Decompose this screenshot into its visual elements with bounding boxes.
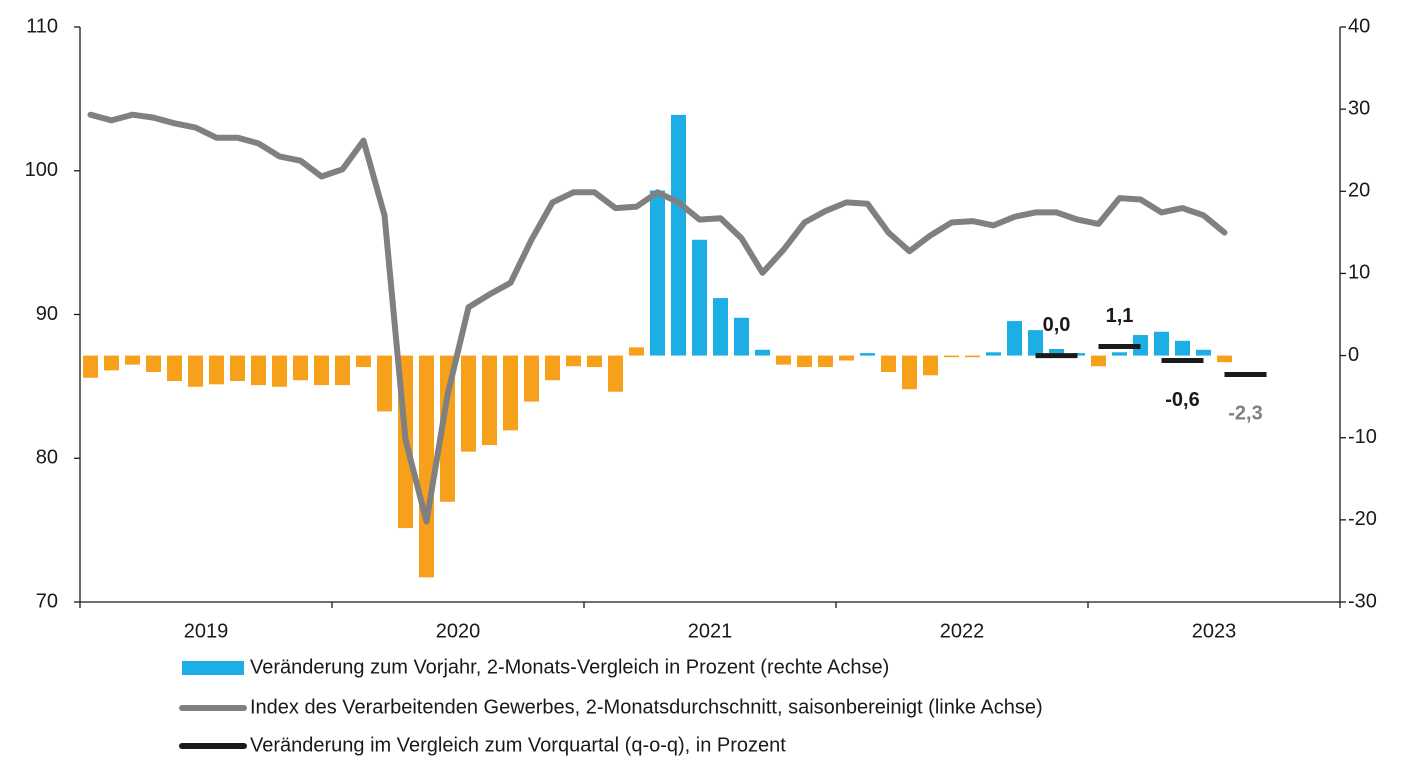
bar (797, 355, 812, 368)
bar (545, 355, 560, 381)
qoq-label: 1,1 (1106, 305, 1134, 327)
bar (629, 347, 644, 356)
legend-label: Veränderung im Vergleich zum Vorquartal … (250, 734, 786, 756)
bar (272, 355, 287, 387)
y2-tick-label: 10 (1348, 262, 1370, 284)
bar (671, 114, 686, 356)
bar (167, 355, 182, 382)
bar (251, 355, 266, 386)
bar (944, 355, 959, 358)
qoq-label: 0,0 (1043, 314, 1071, 336)
bar (482, 355, 497, 446)
bar (188, 355, 203, 387)
bar (818, 355, 833, 368)
y2-tick-label: 40 (1348, 15, 1370, 37)
bar (734, 317, 749, 356)
bar (461, 355, 476, 452)
bar (209, 355, 224, 385)
bar (377, 355, 392, 412)
bar (608, 355, 623, 392)
bar (146, 355, 161, 372)
bar (419, 355, 434, 578)
bar (923, 355, 938, 376)
bar (104, 355, 119, 371)
bar (293, 355, 308, 381)
y2-tick-label: 30 (1348, 97, 1370, 119)
bar (125, 355, 140, 365)
y-tick-label: 100 (25, 159, 58, 181)
legend-swatch (182, 661, 244, 675)
bar (1154, 331, 1169, 356)
bar (335, 355, 350, 386)
bar (902, 355, 917, 390)
y-tick-label: 90 (36, 303, 58, 325)
qoq-label: -0,6 (1165, 389, 1199, 411)
bar (1028, 330, 1043, 356)
y2-tick-label: -20 (1348, 508, 1377, 530)
bar (1049, 349, 1064, 356)
bar (839, 355, 854, 361)
bar (1196, 349, 1211, 356)
bar (650, 190, 665, 356)
y2-tick-label: 20 (1348, 180, 1370, 202)
line (87, 111, 1228, 525)
bar (1112, 352, 1127, 356)
x-group-label: 2022 (940, 620, 985, 642)
bar (860, 353, 875, 356)
bar (1007, 321, 1022, 356)
bar (1217, 355, 1232, 363)
bar (692, 239, 707, 356)
bar (230, 355, 245, 382)
bar (83, 355, 98, 378)
bar (566, 355, 581, 367)
bar (755, 349, 770, 356)
bar (986, 352, 1001, 356)
y2-tick-label: 0 (1348, 344, 1359, 366)
legend-label: Veränderung zum Vorjahr, 2-Monats-Vergle… (250, 656, 889, 678)
y2-tick-label: -30 (1348, 590, 1377, 612)
bar (776, 355, 791, 365)
bar (524, 355, 539, 402)
y2-tick-label: -10 (1348, 426, 1377, 448)
x-group-label: 2021 (688, 620, 733, 642)
x-group-label: 2019 (184, 620, 229, 642)
qoq-label: -2,3 (1228, 403, 1262, 425)
bar (1175, 340, 1190, 356)
y-tick-label: 70 (36, 590, 58, 612)
bar (881, 355, 896, 372)
y-tick-label: 110 (26, 15, 58, 37)
x-group-label: 2023 (1192, 620, 1237, 642)
bar (356, 355, 371, 368)
legend-label: Index des Verarbeitenden Gewerbes, 2-Mon… (250, 696, 1043, 718)
bar (965, 355, 980, 358)
y-tick-label: 80 (36, 447, 58, 469)
bar (713, 298, 728, 356)
bar (1091, 355, 1106, 367)
bar (503, 355, 518, 431)
bar (314, 355, 329, 386)
bar (587, 355, 602, 368)
x-group-label: 2020 (436, 620, 481, 642)
